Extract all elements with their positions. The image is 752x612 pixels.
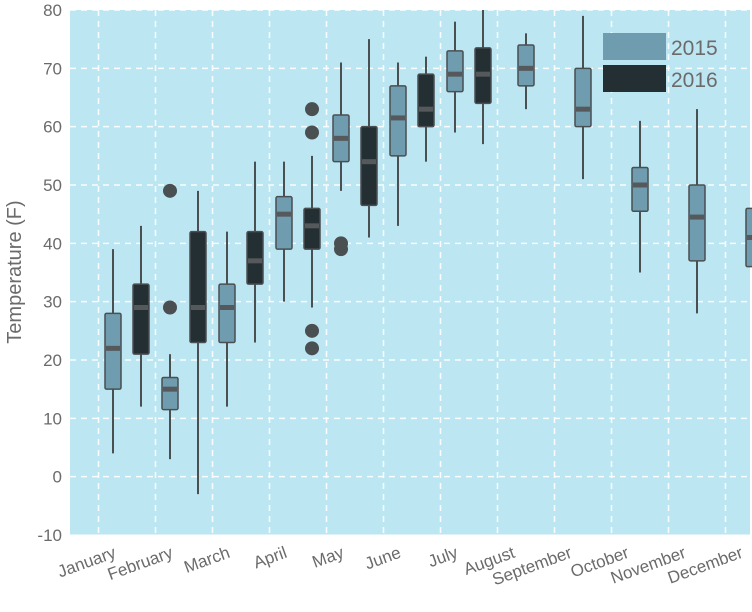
box-2015 xyxy=(574,67,592,128)
outlier-point xyxy=(305,323,319,338)
legend-label-2015: 2015 xyxy=(671,37,718,60)
y-tick-label: 60 xyxy=(43,118,62,137)
x-tick-label: July xyxy=(425,543,460,571)
box-2016 xyxy=(132,283,150,355)
outlier-point xyxy=(305,341,319,356)
box-2015 xyxy=(218,283,236,344)
box-2015 xyxy=(275,195,293,250)
box-series xyxy=(104,10,752,495)
box-2016 xyxy=(246,230,264,285)
box-2016 xyxy=(189,230,207,344)
y-tick-label: 0 xyxy=(53,468,62,487)
outlier-point xyxy=(305,125,319,140)
box-2016 xyxy=(360,125,378,207)
box-2015 xyxy=(389,85,407,157)
legend-label-2016: 2016 xyxy=(671,69,718,92)
y-tick-label: 50 xyxy=(43,176,62,195)
y-axis-ticks: -10 0 10 20 30 40 50 60 70 80 xyxy=(37,1,62,545)
grid-lines xyxy=(70,9,750,536)
box-2015 xyxy=(517,44,535,87)
legend-swatch-2015 xyxy=(603,33,666,60)
box-2016 xyxy=(303,207,321,250)
x-tick-label: March xyxy=(181,543,232,577)
y-tick-label: 70 xyxy=(43,59,62,78)
x-tick-label: June xyxy=(362,543,403,573)
legend-swatch-2016 xyxy=(603,65,666,92)
legend: 2015 2016 xyxy=(603,33,718,92)
outlier-point xyxy=(334,236,348,251)
y-tick-label: 80 xyxy=(43,1,62,20)
y-tick-label: 10 xyxy=(43,409,62,428)
x-tick-label: April xyxy=(251,543,289,572)
y-tick-label: -10 xyxy=(37,526,62,545)
y-tick-label: 40 xyxy=(43,234,62,253)
box-2016 xyxy=(417,73,435,128)
plot-area xyxy=(70,10,750,535)
x-tick-label: May xyxy=(310,543,347,572)
outlier-point xyxy=(305,102,319,117)
box-2015 xyxy=(688,184,706,262)
box-2015 xyxy=(104,312,122,390)
box-2015 xyxy=(446,50,464,93)
outlier-point xyxy=(163,300,177,315)
y-axis-label: Temperature (F) xyxy=(4,200,26,343)
y-tick-label: 30 xyxy=(43,293,62,312)
outlier-point xyxy=(163,183,177,198)
x-tick-label: February xyxy=(105,543,176,584)
y-tick-label: 20 xyxy=(43,351,62,370)
box-2015 xyxy=(631,166,649,212)
box-2015 xyxy=(161,376,179,411)
